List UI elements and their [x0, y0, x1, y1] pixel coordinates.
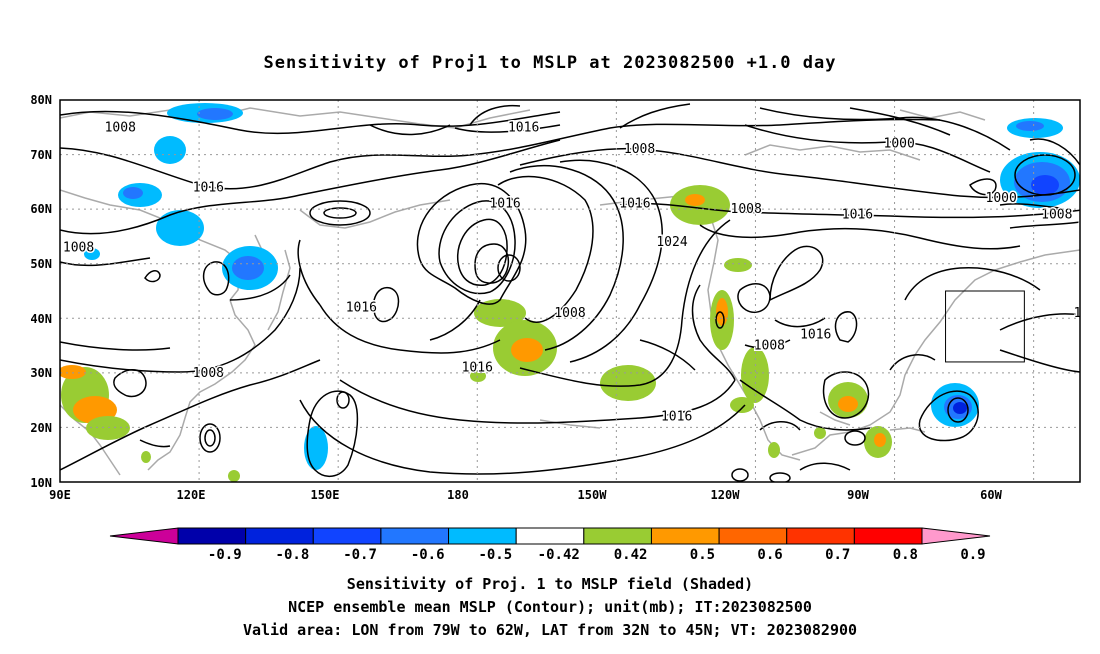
colorbar-label: 0.8 [893, 547, 918, 563]
lat-label-10n: 10N [30, 476, 52, 490]
colorbar-cell [448, 527, 517, 545]
colorbar-cell [718, 527, 788, 545]
contour-label: 1016 [489, 197, 520, 212]
lon-label-90w: 90W [847, 488, 869, 502]
lon-label-120w: 120W [711, 488, 741, 502]
contour-label: 1024 [656, 235, 687, 250]
latitude-axis: 80N 70N 60N 50N 40N 30N 20N 10N [30, 93, 52, 490]
lon-label-180: 180 [447, 488, 469, 502]
contour-label: 1016 [193, 180, 224, 195]
colorbar-label: -0.5 [478, 547, 512, 563]
contour-label: 1008 [63, 240, 94, 255]
lat-label-60n: 60N [30, 202, 52, 216]
contour-label: 1008 [105, 120, 136, 135]
colorbar-cell [245, 527, 314, 545]
lon-label-90e: 90E [49, 488, 71, 502]
lat-label-30n: 30N [30, 366, 52, 380]
contour-label: 1016 [1074, 306, 1100, 321]
contour-label: 1016 [508, 120, 539, 135]
lat-label-80n: 80N [30, 93, 52, 107]
colorbar-cell [853, 527, 923, 545]
lon-label-150w: 150W [578, 488, 608, 502]
colorbar-cell [650, 527, 720, 545]
contour-label: 1016 [842, 208, 873, 223]
longitude-axis: 90E 120E 150E 180 150W 120W 90W 60W [49, 488, 1002, 502]
contour-label: 1000 [884, 137, 915, 152]
lon-label-60w: 60W [980, 488, 1002, 502]
colorbar-label: 0.7 [825, 547, 850, 563]
lat-label-50n: 50N [30, 257, 52, 271]
mslp-contours [60, 103, 1080, 482]
lat-label-40n: 40N [30, 312, 52, 326]
footer-line-3: Valid area: LON from 79W to 62W, LAT fro… [243, 621, 857, 639]
colorbar-label: 0.6 [757, 547, 782, 563]
colorbar-cell [786, 527, 855, 545]
contour-label: 1016 [619, 197, 650, 212]
contour-label: 1008 [624, 142, 655, 157]
contour-label: 1016 [800, 328, 831, 343]
lat-label-20n: 20N [30, 421, 52, 435]
contour-label: 1016 [661, 410, 692, 425]
contour-label: 1000 [986, 191, 1017, 206]
lon-label-120e: 120E [177, 488, 206, 502]
footer-line-1: Sensitivity of Proj. 1 to MSLP field (Sh… [347, 575, 753, 593]
valid-area-box [945, 290, 1025, 363]
gridlines [60, 100, 1080, 482]
contour-label: 1016 [462, 360, 493, 375]
colorbar-label: 0.42 [614, 547, 648, 563]
contour-labels: 1008 1016 1008 1000 1016 1016 1016 1008 1016 1000… [61, 119, 1100, 426]
map-plot-area: 1008 1016 1008 1000 1016 1016 1016 1008 1016 1000… [30, 93, 1100, 502]
coastlines [60, 107, 1080, 476]
colorbar-label: -0.42 [538, 547, 580, 563]
colorbar-cell [583, 527, 652, 545]
colorbar-label: -0.8 [276, 547, 310, 563]
contour-label: 1016 [1078, 213, 1100, 228]
footer-line-2: NCEP ensemble mean MSLP (Contour); unit(… [288, 598, 812, 616]
colorbar-label: 0.5 [690, 547, 715, 563]
contour-label: 1008 [754, 339, 785, 354]
sensitivity-shading [60, 103, 1080, 482]
colorbar-label: -0.6 [411, 547, 445, 563]
map-frame [59, 99, 1081, 483]
contour-label: 1016 [346, 300, 377, 315]
colorbar-label: -0.7 [343, 547, 377, 563]
lon-label-150e: 150E [311, 488, 340, 502]
colorbar-cell [312, 527, 382, 545]
contour-label: 1008 [1041, 208, 1072, 223]
colorbar-cell [177, 527, 247, 545]
colorbar: -0.9 -0.8 -0.7 -0.6 -0.5 -0.42 0.42 0.5 0.6 0.7 0.… [109, 527, 991, 563]
colorbar-triangle-high [921, 527, 991, 545]
colorbar-triangle-low [109, 527, 179, 545]
contour-label: 1008 [554, 306, 585, 321]
figure-title: Sensitivity of Proj1 to MSLP at 20230825… [264, 53, 837, 73]
lat-label-70n: 70N [30, 148, 52, 162]
colorbar-cell [515, 527, 585, 545]
colorbar-label: 0.9 [960, 547, 985, 563]
colorbar-cell [380, 527, 450, 545]
contour-label: 1008 [731, 202, 762, 217]
contour-label: 1008 [193, 366, 224, 381]
colorbar-label: -0.9 [208, 547, 242, 563]
